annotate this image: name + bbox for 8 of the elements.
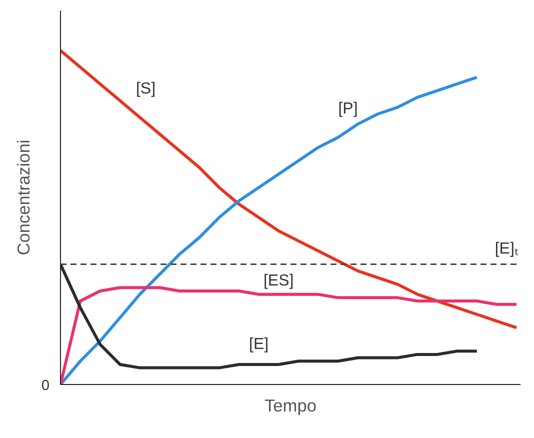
text: 0 — [41, 378, 50, 394]
x-axis-title: Tempo — [264, 396, 317, 416]
series-label: [E] — [248, 336, 269, 353]
series-label: [P] — [338, 100, 358, 118]
ref-line-label: [E]ₜ — [494, 240, 518, 258]
series-label: [ES] — [263, 272, 294, 290]
y-axis-title: Concentrazioni — [13, 140, 34, 256]
series-label: [S] — [136, 80, 156, 98]
